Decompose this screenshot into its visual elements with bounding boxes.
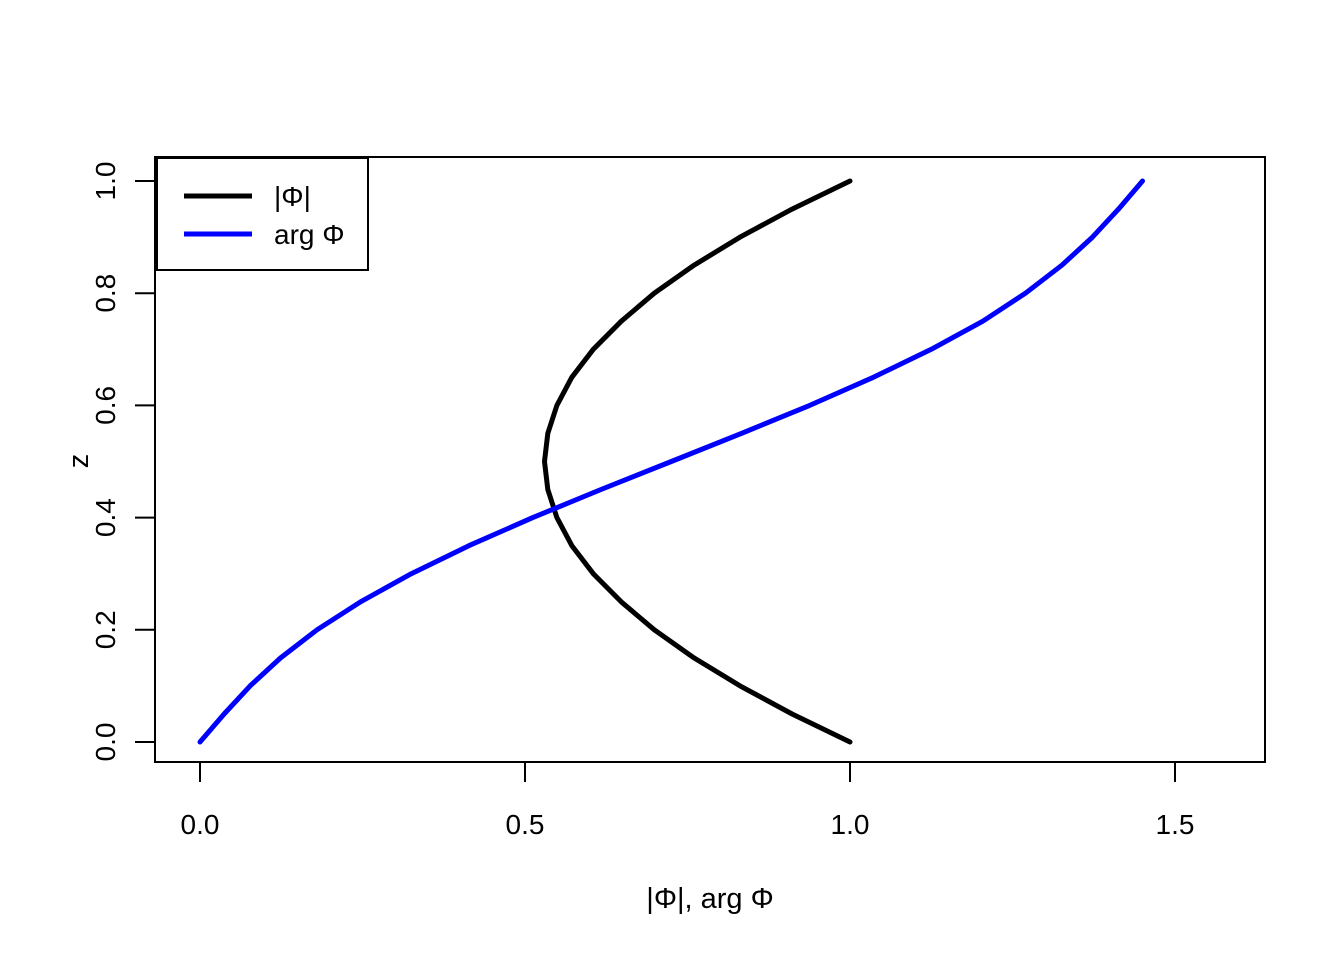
y-tick-label: 0.4 <box>90 498 121 537</box>
y-tick-label: 0.2 <box>90 610 121 649</box>
y-axis-ticks: 0.0 0.2 0.4 0.6 0.8 1.0 <box>90 162 155 762</box>
legend: |Φ| arg Φ <box>156 157 369 271</box>
x-axis-ticks: 0.0 0.5 1.0 1.5 <box>181 762 1195 840</box>
x-axis-title: |Φ|, arg Φ <box>646 883 773 915</box>
legend-label-phi-arg: arg Φ <box>274 219 345 250</box>
y-axis-title: z <box>63 454 95 469</box>
curve-phi-arg <box>197 178 1145 745</box>
x-tick-label: 1.0 <box>831 809 870 840</box>
y-tick-label: 0.0 <box>90 723 121 762</box>
legend-box <box>156 157 369 271</box>
y-tick-label: 0.6 <box>90 386 121 425</box>
plot-border <box>154 156 1266 763</box>
legend-label-phi-magnitude: |Φ| <box>274 181 311 212</box>
plot-curves <box>197 178 1145 745</box>
y-tick-label: 0.8 <box>90 274 121 313</box>
x-tick-label: 1.5 <box>1156 809 1195 840</box>
y-tick-label: 1.0 <box>90 162 121 201</box>
x-tick-label: 0.5 <box>506 809 545 840</box>
x-tick-label: 0.0 <box>181 809 220 840</box>
curve-phi-magnitude <box>542 178 853 745</box>
